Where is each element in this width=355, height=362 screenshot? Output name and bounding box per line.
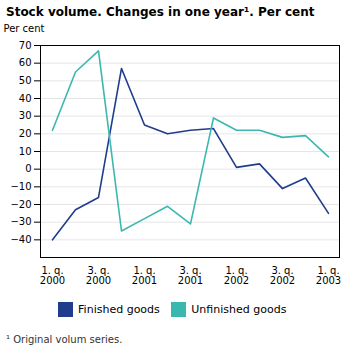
html-text:Finished goods: Finished goods	[78, 303, 160, 316]
html-text:Stock volume. Changes in one y: Stock volume. Changes in one year¹. Per …	[6, 5, 315, 19]
svg-text:1. q.2003: 1. q.2003	[316, 265, 341, 286]
svg-text:20: 20	[19, 128, 32, 139]
svg-text:−40: −40	[10, 234, 31, 245]
svg-text:−10: −10	[10, 181, 31, 192]
svg-text:40: 40	[19, 93, 32, 104]
svg-text:70: 70	[19, 40, 32, 51]
svg-text:50: 50	[19, 75, 32, 86]
html-text:¹ Original volum series.: ¹ Original volum series.	[6, 333, 123, 345]
svg-text:1. q.2001: 1. q.2001	[132, 265, 157, 286]
svg-text:60: 60	[19, 57, 32, 68]
svg-text:Per cent: Per cent	[4, 23, 45, 34]
svg-text:3. q.2000: 3. q.2000	[86, 265, 111, 286]
svg-text:3. q.2002: 3. q.2002	[270, 265, 295, 286]
svg-text:−20: −20	[10, 199, 31, 210]
svg-text:10: 10	[19, 146, 32, 157]
html-text:Unfinished goods: Unfinished goods	[191, 303, 287, 316]
svg-text:30: 30	[19, 110, 32, 121]
svg-text:0: 0	[25, 163, 31, 174]
svg-text:3. q.2001: 3. q.2001	[178, 265, 203, 286]
svg-text:1. q.2002: 1. q.2002	[224, 265, 249, 286]
svg-text:−30: −30	[10, 216, 31, 227]
svg-text:1. q.2000: 1. q.2000	[40, 265, 65, 286]
